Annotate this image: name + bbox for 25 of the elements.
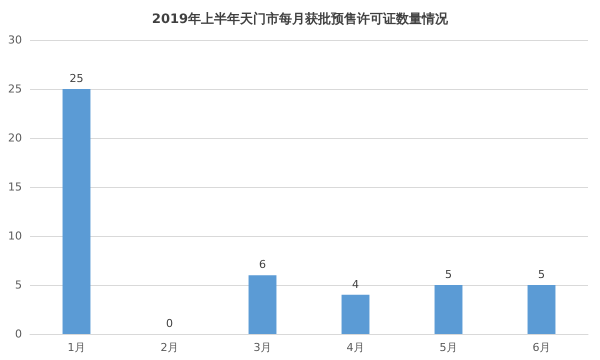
x-tick-label: 4月 (346, 341, 364, 354)
data-label: 25 (70, 72, 84, 85)
x-tick-label: 6月 (532, 341, 550, 354)
y-tick-label: 5 (15, 278, 22, 292)
y-tick-label: 0 (15, 328, 22, 340)
x-tick-label: 3月 (254, 341, 272, 354)
data-label: 4 (352, 278, 359, 291)
data-label: 0 (166, 317, 173, 330)
x-tick-label: 1月 (68, 341, 86, 354)
data-label: 5 (538, 268, 545, 281)
data-label: 6 (259, 258, 266, 272)
y-tick-label: 25 (8, 82, 22, 96)
bar (248, 275, 276, 334)
y-tick-label: 15 (8, 180, 22, 194)
y-tick-label: 30 (8, 34, 22, 46)
y-tick-label: 10 (8, 230, 22, 242)
bar (528, 285, 556, 334)
bar (342, 294, 370, 334)
bar (62, 89, 90, 334)
x-tick-label: 5月 (440, 341, 458, 354)
data-label: 5 (445, 268, 452, 281)
y-tick-label: 20 (8, 132, 22, 144)
x-tick-label: 2月 (160, 341, 178, 354)
chart-title: 2019年上半年天门市每月获批预售许可证数量情况 (152, 11, 450, 27)
bar (434, 285, 462, 334)
